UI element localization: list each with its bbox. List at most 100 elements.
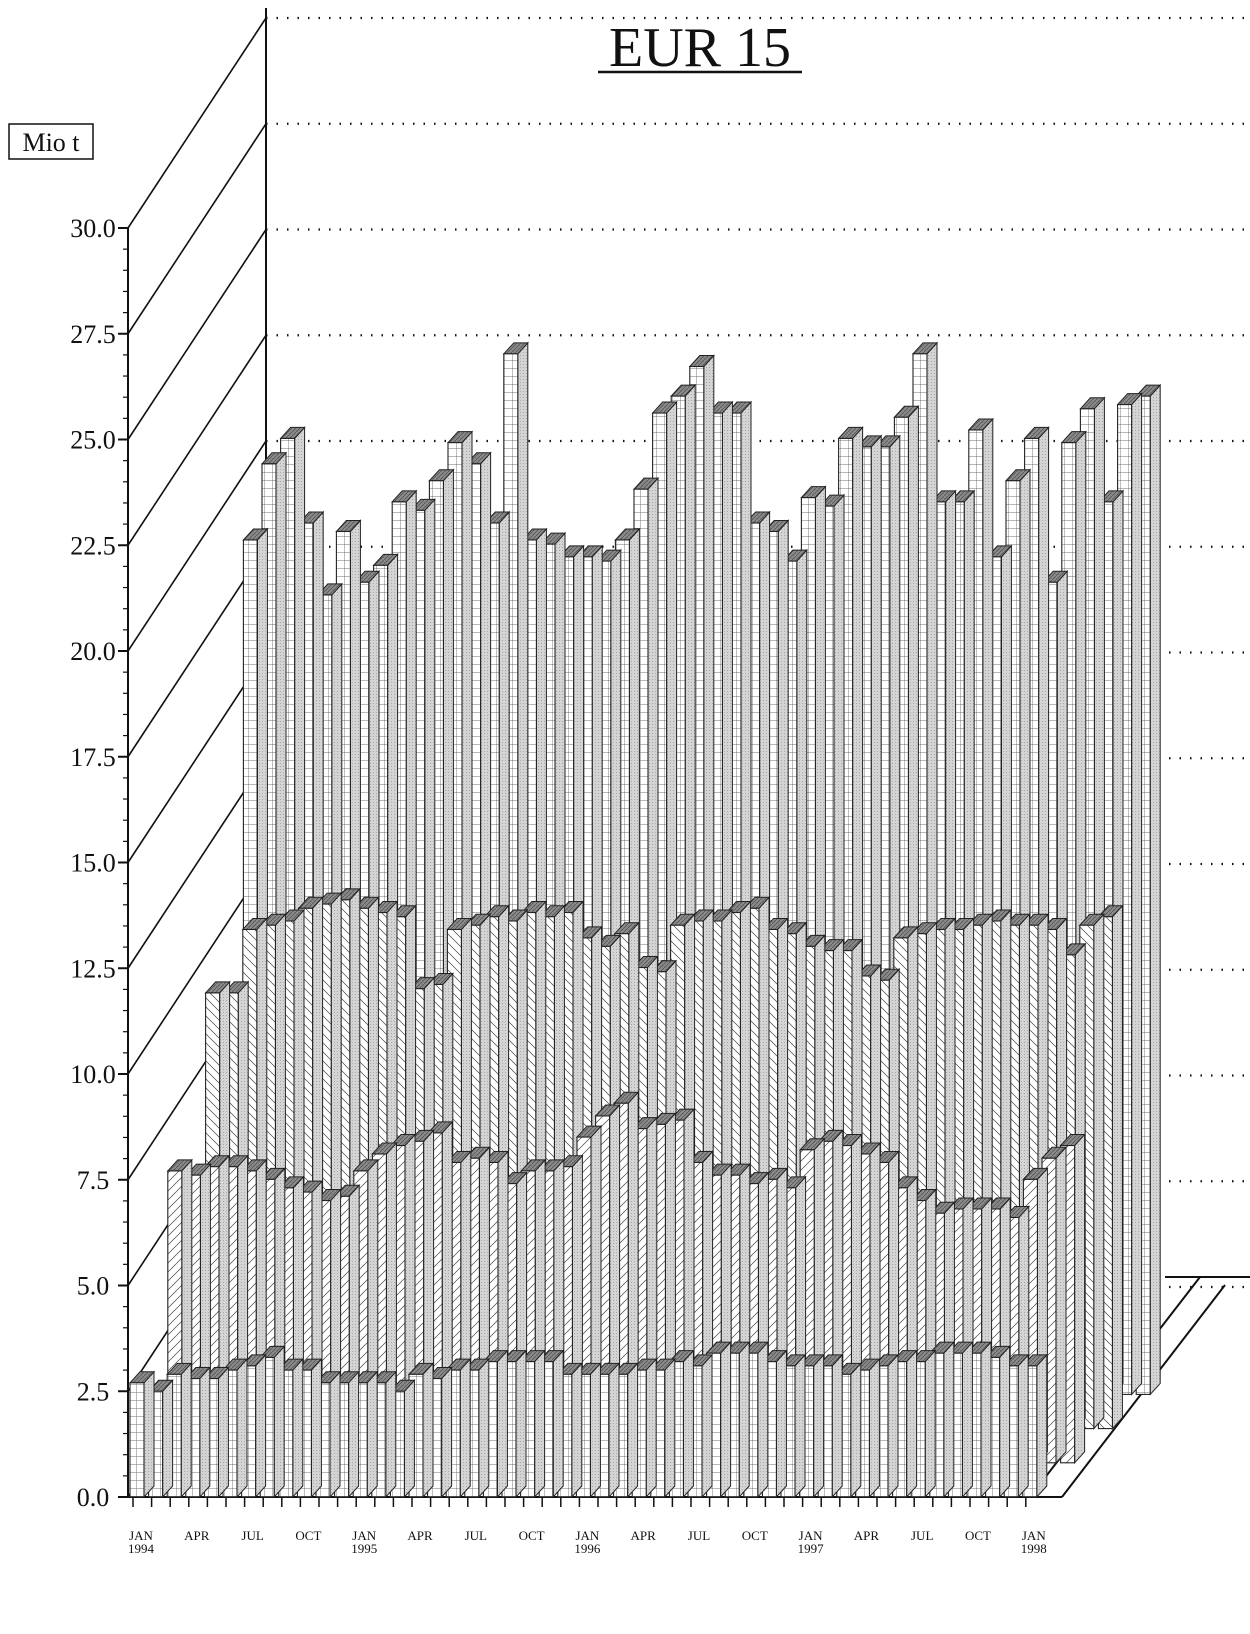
- bar-side: [757, 1340, 769, 1499]
- depth-gridline: [127, 229, 267, 440]
- bar-side: [850, 1362, 862, 1499]
- bar-side: [496, 1349, 508, 1499]
- bar-side: [180, 1362, 192, 1499]
- bar-side: [961, 1340, 973, 1499]
- depth-gridline: [127, 334, 267, 546]
- bar-side: [310, 1357, 322, 1499]
- bar-side: [273, 1345, 285, 1499]
- depth-gridline: [127, 123, 267, 335]
- bar-side: [1149, 383, 1161, 1396]
- bar-side: [943, 1340, 955, 1499]
- x-tick-label-month: JAN: [1022, 1528, 1046, 1543]
- bar-side: [236, 1357, 248, 1499]
- bar-side: [162, 1378, 174, 1499]
- bar: [463, 1357, 490, 1499]
- bar-side: [627, 1362, 639, 1499]
- bar-side: [1111, 904, 1123, 1430]
- bar-side: [664, 1357, 676, 1499]
- x-tick-label-month: APR: [854, 1528, 880, 1543]
- bar-side: [143, 1370, 155, 1499]
- y-tick-label: 0.0: [77, 1483, 110, 1512]
- x-tick-label-month: APR: [407, 1528, 433, 1543]
- bar-side: [589, 1362, 601, 1499]
- y-tick-label: 20.0: [70, 637, 116, 666]
- chart-title: EUR 15: [609, 17, 791, 79]
- y-tick-label: 12.5: [70, 954, 116, 983]
- bar-side: [217, 1366, 229, 1499]
- bar-side: [552, 1349, 564, 1499]
- bar-side: [366, 1370, 378, 1499]
- bar-side: [348, 1370, 360, 1499]
- series-1: [128, 1340, 1048, 1499]
- bar-side: [999, 1345, 1011, 1499]
- bar-side: [199, 1366, 211, 1499]
- bar-side: [738, 1340, 750, 1499]
- x-tick-label-year: 1996: [574, 1541, 601, 1556]
- bar-side: [813, 1353, 825, 1499]
- bar-side: [1131, 392, 1143, 1396]
- bar-side: [571, 1362, 583, 1499]
- bar-side: [682, 1349, 694, 1499]
- bar-side: [645, 1357, 657, 1499]
- x-tick-label-month: OCT: [519, 1528, 545, 1543]
- y-tick-label: 22.5: [70, 531, 116, 560]
- bar-side: [292, 1357, 304, 1499]
- bar-side: [478, 1357, 490, 1499]
- depth-gridline: [127, 440, 267, 652]
- bar-side: [1055, 1145, 1067, 1465]
- bar-side: [1093, 912, 1105, 1430]
- bar-side: [868, 1357, 880, 1499]
- bar-side: [329, 1370, 341, 1499]
- bar-side: [608, 1362, 620, 1499]
- bar-side: [775, 1349, 787, 1499]
- bar-side: [255, 1353, 267, 1499]
- x-tick-label-month: APR: [631, 1528, 657, 1543]
- y-tick-label: 27.5: [70, 320, 116, 349]
- bar-side: [1036, 1353, 1048, 1499]
- bar-front: [129, 1382, 145, 1498]
- bar-side: [385, 1370, 397, 1499]
- x-tick-label-month: OCT: [742, 1528, 768, 1543]
- unit-label: Mio t: [22, 128, 80, 157]
- bar-side: [720, 1340, 732, 1499]
- y-tick-label: 30.0: [70, 214, 116, 243]
- y-tick-label: 15.0: [70, 849, 116, 878]
- x-tick-label-year: 1994: [128, 1541, 155, 1556]
- x-tick-label-month: JAN: [129, 1528, 153, 1543]
- x-tick-label-year: 1995: [351, 1541, 377, 1556]
- bar-side: [1017, 1353, 1029, 1499]
- x-tick-label-month: JAN: [799, 1528, 823, 1543]
- x-tick-label-month: APR: [184, 1528, 210, 1543]
- unit-label-box: [8, 123, 94, 160]
- x-tick-label-month: JUL: [911, 1528, 933, 1543]
- y-tick-label: 25.0: [70, 426, 116, 455]
- bar-side: [924, 1349, 936, 1499]
- x-tick-label-month: OCT: [295, 1528, 321, 1543]
- bar-side: [887, 1353, 899, 1499]
- y-tick-label: 17.5: [70, 743, 116, 772]
- bars: [128, 341, 1162, 1499]
- y-tick-label: 7.5: [77, 1166, 110, 1195]
- x-tick-label-year: 1998: [1021, 1541, 1047, 1556]
- bar: [947, 1340, 974, 1499]
- bar-side: [906, 1349, 918, 1499]
- y-tick-label: 2.5: [77, 1377, 110, 1406]
- bar-side: [515, 1349, 527, 1499]
- x-tick-label-month: OCT: [965, 1528, 991, 1543]
- bar-side: [1074, 1133, 1086, 1465]
- bar-side: [831, 1353, 843, 1499]
- bar-side: [534, 1349, 546, 1499]
- bar-side: [459, 1357, 471, 1499]
- y-axis: 0.0 2.5 5.0 7.5 10.0 12.5 15.0 17.5 20.0 22.5 25.0…: [70, 214, 128, 1512]
- x-tick-label-month: JUL: [241, 1528, 263, 1543]
- bar-side: [794, 1353, 806, 1499]
- bar-side: [441, 1366, 453, 1499]
- x-tick-label-month: JAN: [575, 1528, 599, 1543]
- x-tick-label-month: JUL: [688, 1528, 710, 1543]
- x-tick-label-year: 1997: [798, 1541, 825, 1556]
- x-tick-label-month: JAN: [352, 1528, 376, 1543]
- x-tick-label-month: JUL: [465, 1528, 487, 1543]
- bar-side: [422, 1362, 434, 1499]
- bar-side: [701, 1353, 713, 1499]
